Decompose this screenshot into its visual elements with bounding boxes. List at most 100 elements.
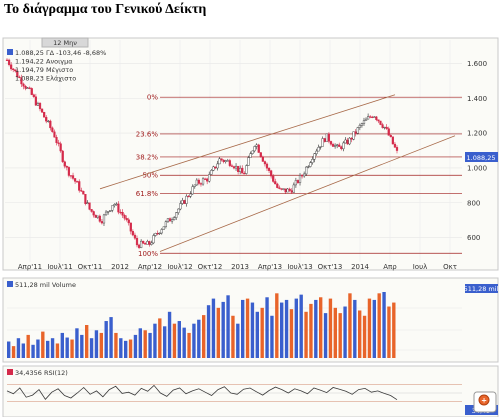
volume-bar bbox=[109, 317, 113, 358]
candle-body bbox=[123, 215, 126, 219]
candle-body bbox=[175, 212, 178, 218]
candle-body bbox=[133, 234, 137, 239]
candle-body bbox=[296, 180, 300, 183]
volume-bar bbox=[314, 299, 318, 358]
candle-body bbox=[210, 170, 213, 175]
candle-body bbox=[292, 184, 295, 193]
price-legend: 1.088,25 ΓΔ -103,46 -8,68% 1.194,22 Ανοι… bbox=[7, 49, 106, 83]
volume-bar bbox=[104, 321, 108, 358]
candle-body bbox=[265, 163, 269, 169]
candle-body bbox=[117, 203, 120, 213]
candle-body bbox=[282, 188, 285, 190]
candle-body bbox=[57, 142, 60, 144]
volume-legend-swatch bbox=[7, 281, 13, 287]
candle-body bbox=[298, 175, 302, 183]
volume-bar bbox=[55, 343, 60, 358]
candle-body bbox=[323, 138, 326, 142]
candle-body bbox=[214, 166, 217, 169]
candle-body bbox=[220, 158, 223, 161]
candle-body bbox=[383, 126, 386, 129]
candle-body bbox=[7, 59, 11, 65]
candle-body bbox=[387, 128, 390, 136]
volume-bar bbox=[31, 344, 35, 358]
candle-body bbox=[371, 116, 374, 118]
candle-body bbox=[346, 139, 349, 145]
x-tick-label: Απρ'11 bbox=[18, 263, 42, 271]
legend-last: 1.088,25 ΓΔ -103,46 -8,68% bbox=[15, 49, 106, 57]
fibonacci-levels: 0% 23.6% 38.2% 50% 61.8% 100% bbox=[136, 94, 462, 258]
volume-bar bbox=[216, 307, 220, 358]
volume-bar bbox=[99, 332, 103, 358]
candle-body bbox=[148, 241, 151, 245]
candle-body bbox=[183, 200, 186, 204]
candle-body bbox=[311, 159, 314, 163]
candle-body bbox=[375, 116, 378, 120]
candle-body bbox=[356, 127, 359, 134]
candle-body bbox=[49, 120, 52, 129]
volume-bar bbox=[319, 297, 323, 358]
x-tick-label: 2014 bbox=[351, 263, 369, 271]
candle-body bbox=[232, 166, 236, 169]
candle-body bbox=[274, 181, 277, 185]
candle-body bbox=[67, 167, 71, 176]
zoom-button[interactable]: + bbox=[473, 391, 497, 413]
candle-body bbox=[32, 94, 35, 97]
candle-body bbox=[78, 181, 81, 191]
volume-bar bbox=[11, 346, 16, 358]
volume-bar bbox=[323, 313, 328, 358]
legend-low: 1.088,23 Ελάχιστο bbox=[15, 75, 76, 83]
volume-bar bbox=[114, 332, 118, 358]
x-tick-label: 2012 bbox=[111, 263, 129, 271]
candle-body bbox=[28, 87, 31, 89]
fib-label: 23.6% bbox=[136, 130, 159, 138]
y-tick-label: 1.600 bbox=[467, 60, 487, 68]
candle-body bbox=[63, 161, 66, 167]
volume-bar bbox=[163, 326, 167, 358]
candle-body bbox=[203, 178, 207, 180]
period-tab[interactable] bbox=[41, 37, 89, 48]
y-tick-label: 1.400 bbox=[467, 95, 487, 103]
candle-body bbox=[230, 165, 234, 167]
candle-body bbox=[309, 162, 312, 167]
volume-badge bbox=[465, 284, 498, 293]
candle-body bbox=[340, 146, 343, 150]
candle-body bbox=[86, 202, 89, 204]
candle-body bbox=[348, 137, 351, 145]
price-candles bbox=[5, 58, 399, 250]
last-price-badge bbox=[465, 152, 498, 162]
candle-body bbox=[239, 167, 242, 172]
candle-body bbox=[395, 147, 399, 151]
candle-body bbox=[73, 178, 77, 182]
candle-body bbox=[98, 215, 101, 222]
candle-body bbox=[288, 188, 291, 191]
candle-body bbox=[255, 144, 258, 147]
fib-label: 61.8% bbox=[136, 190, 159, 198]
volume-bar bbox=[387, 306, 391, 358]
candle-body bbox=[344, 139, 347, 144]
volume-badge-label: 511,28 mil bbox=[464, 285, 499, 293]
candle-body bbox=[367, 116, 370, 120]
candle-body bbox=[179, 203, 182, 210]
candle-body bbox=[329, 141, 333, 145]
volume-bar bbox=[85, 325, 89, 358]
candle-body bbox=[156, 233, 159, 235]
candle-body bbox=[168, 218, 172, 222]
fib-label: 0% bbox=[147, 94, 158, 102]
candle-body bbox=[187, 195, 190, 198]
x-tick-label: Ιουλ'12 bbox=[167, 263, 192, 271]
candle-body bbox=[393, 143, 397, 148]
volume-bar bbox=[270, 315, 274, 358]
volume-bar bbox=[211, 298, 216, 358]
volume-bar bbox=[304, 311, 308, 358]
candle-body bbox=[92, 211, 95, 216]
candle-body bbox=[360, 123, 364, 126]
candle-body bbox=[280, 188, 283, 190]
x-tick-label: Απρ bbox=[383, 263, 397, 271]
x-tick-label: Ιουλ bbox=[413, 263, 428, 271]
candle-body bbox=[317, 147, 320, 152]
volume-bar bbox=[128, 339, 133, 358]
candle-body bbox=[245, 165, 248, 174]
candle-body bbox=[102, 214, 106, 224]
candle-body bbox=[10, 64, 13, 70]
